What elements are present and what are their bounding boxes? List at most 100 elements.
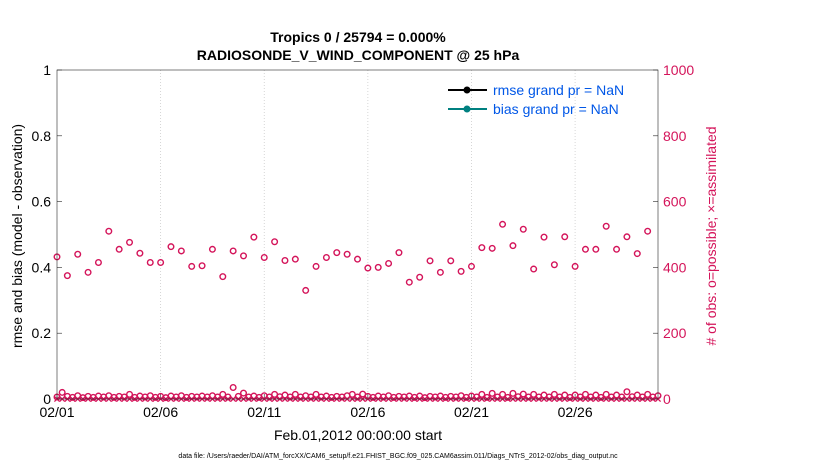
possible-obs-point — [126, 390, 134, 398]
y-axis-left-label: rmse and bias (model - observation) — [9, 124, 25, 348]
possible-obs-point — [581, 390, 589, 398]
possible-obs-point — [509, 389, 517, 397]
left-y-tick-label: 0 — [43, 391, 51, 407]
possible-obs-point — [291, 255, 299, 263]
possible-obs-point — [488, 244, 496, 252]
possible-obs-point — [260, 254, 268, 262]
legend-bias-label: bias grand pr = NaN — [493, 101, 619, 117]
possible-obs-point — [405, 278, 413, 286]
possible-obs-point — [219, 273, 227, 281]
possible-obs-point — [561, 233, 569, 241]
legend-rmse-marker — [463, 86, 471, 94]
possible-obs-point — [105, 227, 113, 235]
right-y-axis: 0 200 400 600 800 1000 — [653, 62, 694, 407]
possible-obs-point — [488, 389, 496, 397]
possible-obs-point — [519, 390, 527, 398]
right-y-tick-label: 1000 — [663, 62, 694, 78]
right-y-tick-label: 600 — [663, 194, 687, 210]
possible-obs-point — [550, 261, 558, 269]
possible-obs-point — [94, 258, 102, 266]
possible-obs-point — [416, 273, 424, 281]
possible-obs-point — [74, 250, 82, 258]
chart-title-line2: RADIOSONDE_V_WIND_COMPONENT @ 25 hPa — [197, 47, 520, 63]
possible-obs-point — [374, 263, 382, 271]
possible-obs-point — [291, 390, 299, 398]
possible-obs-point — [58, 388, 66, 396]
x-axis-label: Feb.01,2012 00:00:00 start — [274, 427, 442, 443]
possible-obs-point — [157, 258, 165, 266]
possible-obs-point — [343, 250, 351, 258]
x-tick-label: 02/06 — [143, 404, 178, 420]
possible-obs-point — [229, 383, 237, 391]
y-axis-right-label: # of obs: o=possible; ×=assimilated — [703, 126, 719, 345]
possible-obs-point — [550, 390, 558, 398]
possible-obs-point — [219, 390, 227, 398]
possible-obs-point — [509, 242, 517, 250]
possible-obs-point — [348, 390, 356, 398]
left-y-axis: 0 0.2 0.4 0.6 0.8 1 — [32, 62, 62, 407]
possible-obs-point — [188, 262, 196, 270]
possible-obs-point — [571, 262, 579, 270]
possible-obs-point — [302, 286, 310, 294]
right-y-tick-label: 200 — [663, 325, 687, 341]
possible-obs-point — [499, 220, 507, 228]
right-y-tick-label: 800 — [663, 128, 687, 144]
possible-obs-point — [312, 262, 320, 270]
possible-obs-point — [333, 249, 341, 257]
legend-rmse-label: rmse grand pr = NaN — [493, 82, 624, 98]
left-y-tick-label: 0.4 — [32, 259, 52, 275]
possible-obs-point — [426, 257, 434, 265]
possible-obs-point — [467, 262, 475, 270]
x-axis: 02/01 02/06 02/11 02/16 02/21 02/26 — [39, 394, 593, 420]
possible-obs-point — [644, 227, 652, 235]
possible-obs-point — [644, 390, 652, 398]
possible-obs-point — [177, 247, 185, 255]
possible-obs-point — [530, 265, 538, 273]
x-tick-label: 02/11 — [247, 404, 281, 420]
right-y-tick-label: 400 — [663, 259, 687, 275]
possible-obs-point — [436, 268, 444, 276]
possible-obs-point — [623, 233, 631, 241]
possible-obs-point — [167, 243, 175, 251]
possible-obs-point — [312, 390, 320, 398]
x-tick-label: 02/26 — [558, 404, 593, 420]
possible-obs-point — [322, 254, 330, 262]
right-y-tick-label: 0 — [663, 391, 671, 407]
possible-obs-point — [271, 238, 279, 246]
possible-obs-point — [229, 247, 237, 255]
possible-obs-point — [602, 222, 610, 230]
possible-obs-point — [457, 267, 465, 275]
possible-obs-point — [613, 245, 621, 253]
possible-obs-point — [602, 390, 610, 398]
x-tick-label: 02/21 — [454, 404, 489, 420]
left-y-tick-label: 1 — [43, 62, 51, 78]
possible-obs-point — [208, 245, 216, 253]
legend-bias-marker — [463, 105, 471, 113]
possible-obs-point — [395, 249, 403, 257]
possible-obs-point — [250, 233, 258, 241]
gridlines — [160, 70, 576, 399]
possible-obs-point — [136, 249, 144, 257]
possible-obs-point — [592, 245, 600, 253]
possible-obs-point — [385, 259, 393, 267]
footer-data-file: data file: /Users/raeder/DAI/ATM_forcXX/… — [178, 453, 618, 460]
legend: rmse grand pr = NaN bias grand pr = NaN — [448, 82, 624, 117]
possible-obs-point — [281, 256, 289, 264]
possible-obs-point — [146, 258, 154, 266]
possible-obs-point — [115, 245, 123, 253]
x-tick-label: 02/01 — [39, 404, 74, 420]
possible-obs-point — [126, 238, 134, 246]
possible-obs-point — [530, 390, 538, 398]
possible-obs-point — [240, 389, 248, 397]
possible-obs-point — [499, 390, 507, 398]
left-y-tick-label: 0.6 — [32, 194, 52, 210]
left-y-tick-label: 0.8 — [32, 128, 52, 144]
possible-obs-point — [581, 245, 589, 253]
possible-obs-point — [478, 390, 486, 398]
possible-obs-point — [478, 244, 486, 252]
possible-obs-point — [198, 262, 206, 270]
possible-obs-point — [623, 388, 631, 396]
plot-area — [57, 70, 658, 399]
possible-obs-point — [519, 225, 527, 233]
